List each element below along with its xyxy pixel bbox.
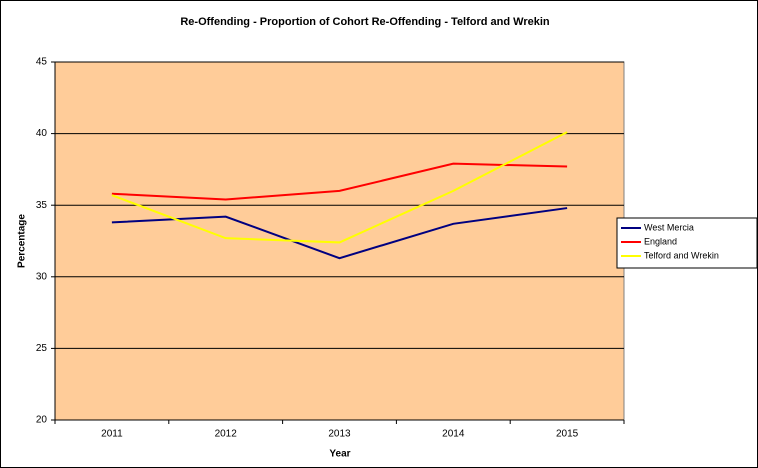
plot-area bbox=[54, 61, 625, 421]
series-line bbox=[111, 162, 568, 201]
legend-label: Telford and Wrekin bbox=[644, 250, 719, 260]
y-tick-label: 30 bbox=[36, 271, 48, 282]
y-tick-label: 45 bbox=[36, 57, 48, 68]
legend-label: West Mercia bbox=[644, 222, 694, 232]
chart-title: Re-Offending - Proportion of Cohort Re-O… bbox=[180, 16, 550, 28]
y-axis-label: Percentage bbox=[17, 214, 28, 268]
y-tick-label: 20 bbox=[36, 415, 48, 426]
legend-box bbox=[616, 217, 758, 269]
series-line bbox=[111, 207, 568, 260]
y-tick-label: 40 bbox=[36, 128, 48, 139]
x-axis-label: Year bbox=[329, 449, 350, 460]
series-line bbox=[111, 131, 568, 244]
x-tick-label: 2012 bbox=[215, 429, 238, 440]
y-tick-label: 35 bbox=[36, 200, 48, 211]
x-tick-label: 2013 bbox=[328, 429, 351, 440]
legend-label: England bbox=[644, 236, 677, 246]
y-tick-label: 25 bbox=[36, 343, 48, 354]
x-tick-label: 2014 bbox=[442, 429, 465, 440]
x-tick-label: 2011 bbox=[101, 429, 123, 440]
x-tick-label: 2015 bbox=[556, 429, 579, 440]
